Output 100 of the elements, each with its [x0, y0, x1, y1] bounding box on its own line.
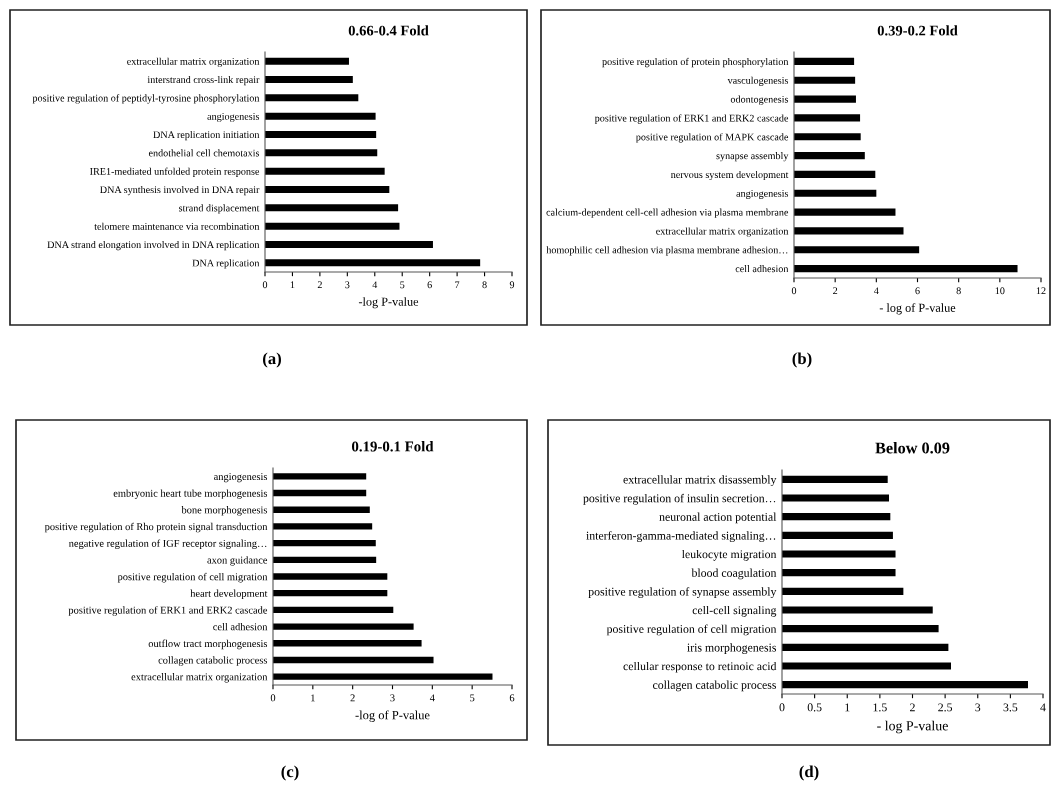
x-axis-title: - log of P-value	[879, 303, 956, 315]
x-tick-label: 2	[350, 694, 355, 702]
y-tick-label: positive regulation of ERK1 and ERK2 cascade	[68, 606, 268, 616]
bar	[265, 259, 481, 267]
y-tick-label: interferon-gamma-mediated signaling…	[586, 531, 776, 543]
bar	[265, 204, 399, 212]
y-tick-label: DNA replication	[192, 259, 260, 269]
y-tick-label: interstrand cross-link repair	[147, 75, 260, 86]
y-tick-label: positive regulation of ERK1 and ERK2 cascade	[594, 114, 789, 124]
y-tick-label: extracellular matrix disassembly	[623, 475, 777, 486]
y-tick-label: cell adhesion	[735, 265, 789, 273]
y-tick-label: IRE1-mediated unfolded protein response	[90, 167, 260, 177]
bar	[273, 473, 367, 480]
bar	[265, 112, 376, 120]
bar	[782, 569, 896, 577]
bar	[794, 227, 904, 235]
x-tick-label: 8	[956, 287, 961, 295]
text: (b)	[792, 352, 812, 368]
x-tick-label: 4	[429, 694, 435, 702]
bar	[265, 222, 400, 230]
bar	[782, 587, 904, 595]
x-tick-label: 0	[791, 287, 797, 295]
y-tick-label: neuronal action potential	[659, 512, 777, 524]
y-tick-label: strand displacement	[179, 204, 260, 214]
x-tick-label: 3	[975, 703, 981, 712]
bar	[273, 590, 388, 597]
bar	[794, 265, 1018, 273]
y-tick-label: homophilic cell adhesion via plasma membrane adhesion…	[546, 246, 788, 256]
x-tick-label: 0	[270, 694, 276, 702]
bar	[265, 76, 353, 83]
bar	[782, 606, 933, 614]
text: (a)	[263, 352, 281, 368]
y-tick-label: heart development	[190, 589, 268, 600]
y-tick-label: cellular response to retinoic acid	[623, 661, 777, 673]
bar	[265, 167, 385, 175]
bar	[273, 523, 373, 530]
x-tick-label: 0	[779, 703, 785, 712]
y-tick-label: vasculogenesis	[727, 76, 789, 86]
y-tick-label: positive regulation of MAPK cascade	[636, 133, 789, 143]
x-tick-label: 3	[345, 281, 350, 289]
x-tick-label: 4	[372, 281, 378, 289]
x-tick-label: 12	[1036, 287, 1046, 295]
x-tick-label: 1.5	[873, 703, 887, 712]
y-tick-label: axon guidance	[207, 556, 268, 566]
bar	[794, 57, 855, 65]
bar	[273, 640, 422, 647]
bar	[782, 513, 891, 521]
y-tick-label: cell-cell signaling	[692, 605, 777, 617]
y-tick-label: positive regulation of cell migration	[606, 624, 777, 636]
y-tick-label: calcium-dependent cell-cell adhesion via plasma membrane	[546, 208, 789, 218]
x-axis-title: -log P-value	[358, 297, 419, 309]
bar	[782, 643, 949, 651]
y-tick-label: angiogenesis	[214, 473, 268, 483]
x-tick-label: 1	[311, 694, 315, 702]
y-tick-label: positive regulation of synapse assembly	[588, 587, 777, 599]
x-tick-label: 5	[470, 694, 475, 702]
bar	[794, 133, 861, 141]
y-tick-label: extracellular matrix organization	[656, 227, 789, 237]
chart-title: 0.39-0.2 Fold	[877, 25, 958, 36]
y-tick-label: bone morphogenesis	[181, 506, 268, 516]
y-tick-label: positive regulation of Rho protein signal transduction	[44, 522, 268, 533]
bar	[794, 189, 877, 197]
y-tick-label: angiogenesis	[207, 112, 260, 122]
y-tick-label: synapse assembly	[716, 152, 789, 162]
x-tick-label: 1	[290, 281, 295, 289]
bar	[273, 573, 388, 580]
y-tick-label: positive regulation of protein phosphorylation	[602, 57, 789, 68]
y-tick-label: leukocyte migration	[681, 549, 777, 561]
y-tick-label: blood coagulation	[691, 568, 777, 580]
y-tick-label: DNA replication initiation	[153, 130, 260, 141]
y-tick-label: collagen catabolic process	[158, 656, 268, 666]
x-tick-label: 2	[317, 281, 322, 289]
x-tick-label: 2	[833, 287, 838, 295]
x-tick-label: 0.5	[807, 703, 822, 712]
y-tick-label: extracellular matrix organization	[131, 673, 268, 683]
x-tick-label: 7	[455, 281, 460, 289]
y-tick-label: DNA synthesis involved in DNA repair	[100, 185, 260, 196]
bar	[782, 662, 951, 670]
bar	[782, 550, 896, 558]
bar	[794, 208, 896, 216]
bar	[794, 95, 856, 103]
y-tick-label: cell adhesion	[213, 622, 268, 631]
text: (d)	[799, 765, 819, 781]
y-tick-label: extracellular matrix organization	[127, 57, 260, 67]
bar	[273, 623, 414, 630]
y-tick-label: negative regulation of IGF receptor signaling…	[68, 539, 267, 550]
x-tick-label: 2.5	[938, 703, 953, 712]
x-tick-label: 3	[390, 694, 395, 702]
y-tick-label: outflow tract morphogenesis	[148, 639, 268, 650]
x-axis-title: -log of P-value	[355, 710, 430, 722]
chart-title: 0.66-0.4 Fold	[348, 25, 429, 36]
bar	[273, 539, 376, 547]
bar	[273, 606, 394, 614]
y-tick-label: odontogenesis	[730, 95, 789, 105]
chart-title: Below 0.09	[875, 442, 950, 454]
bar	[782, 475, 888, 483]
y-tick-label: embryonic heart tube morphogenesis	[113, 489, 268, 499]
x-tick-label: 8	[482, 281, 487, 289]
x-tick-label: 6	[427, 281, 432, 289]
y-tick-label: angiogenesis	[736, 190, 789, 199]
